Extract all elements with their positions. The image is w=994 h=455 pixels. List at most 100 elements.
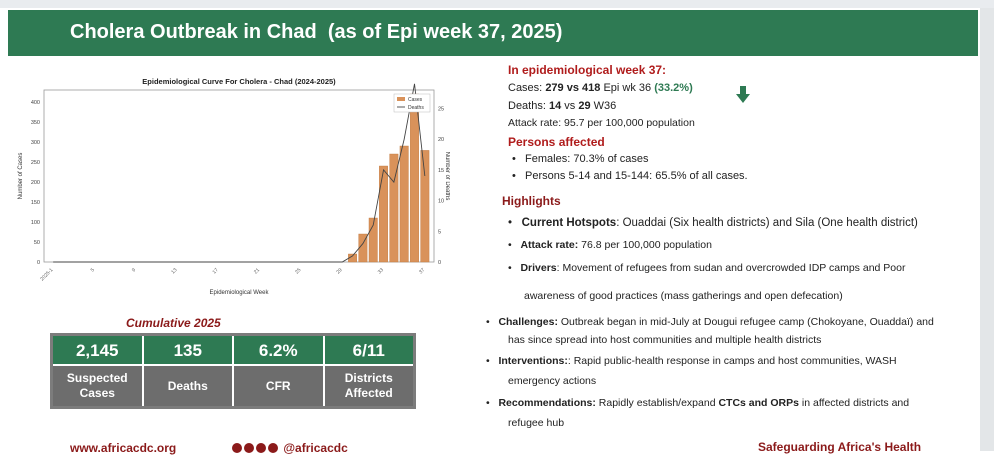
deaths-label: Deaths: [508,100,546,112]
legend-deaths-label: Deaths [408,105,424,111]
epi-curve-svg: Epidemiological Curve For Cholera - Chad… [18,77,450,296]
right-edge [980,8,994,451]
cumulative-value: 6.2% [234,336,323,366]
highlight-drivers: • Drivers: Movement of refugees from sud… [508,262,906,274]
epiweek-heading: In epidemiological week 37: [508,63,667,77]
x-tick-label: 13 [170,267,178,275]
cumulative-label: CFR [234,366,323,406]
drivers-text-2: awareness of good practices (mass gather… [524,290,843,302]
deaths-week: W36 [593,100,617,112]
drivers-text-1: : Movement of refugees from sudan and ov… [556,262,906,274]
challenges-label: Challenges: [498,316,558,328]
recommendations-text-a: Rapidly establish/expand [595,397,719,409]
highlights-heading: Highlights [502,194,561,208]
challenges-text-2: has since spread into host communities a… [508,334,822,346]
recommendations-bold: CTCs and ORPs [718,397,799,409]
attack-text: 76.8 per 100,000 population [578,239,712,251]
chart-title: Epidemiological Curve For Cholera - Chad… [142,77,336,86]
deaths-vs: vs [564,100,576,112]
x-icon[interactable] [232,443,242,453]
y-tick-label: 250 [31,160,40,166]
y2-tick-label: 25 [438,106,444,112]
y-tick-label: 150 [31,200,40,206]
footer-social: @africacdc [232,441,348,455]
cumulative-cfr: 6.2% CFR [234,336,325,406]
persons-item: • Persons 5-14 and 15-144: 65.5% of all … [512,170,748,182]
x-tick-label: 2025-1 [39,267,54,282]
y-tick-label: 100 [31,220,40,226]
persons-item-text: Persons 5-14 and 15-144: 65.5% of all ca… [525,170,748,182]
top-strip [0,0,994,8]
highlight-hotspots: • Current Hotspots: Ouaddai (Six health … [508,217,918,229]
y2-tick-label: 10 [438,199,444,205]
hotspots-text: : Ouaddai (Six health districts) and Sil… [616,217,918,229]
persons-item: • Females: 70.3% of cases [512,153,649,165]
legend-cases-swatch [397,97,405,101]
x-tick-label: 25 [294,267,302,275]
cases-line: Cases: 279 vs 418 Epi wk 36 (33.2%) [508,82,693,94]
cases-current: 279 [545,82,564,94]
epi-curve-chart: Epidemiological Curve For Cholera - Chad… [10,72,450,300]
cumulative-label: Deaths [143,366,232,406]
instagram-icon[interactable] [268,443,278,453]
persons-item-text: Females: 70.3% of cases [525,153,649,165]
case-bar [399,145,409,263]
x-tick-label: 5 [90,267,96,273]
y-axis-label: Number of Cases [18,153,24,200]
recommendations-label: Recommendations: [498,397,596,409]
y-tick-label: 0 [37,260,40,266]
highlight-attack-rate: • Attack rate: 76.8 per 100,000 populati… [508,239,712,251]
x-tick-label: 17 [212,267,220,275]
drivers-label: Drivers [520,262,557,274]
x-tick-label: 37 [418,267,426,275]
deaths-current: 14 [548,100,562,112]
x-tick-label: 9 [131,267,137,273]
case-bar [368,217,378,263]
interventions-label: Interventions: [498,355,568,367]
highlight-recommendations: • Recommendations: Rapidly establish/exp… [486,397,910,409]
attack-label: Attack rate: [520,239,579,251]
footer-url[interactable]: www.africacdc.org [70,441,177,455]
cumulative-deaths: 135 Deaths [143,336,234,406]
hotspots-label: Current Hotspots [521,217,617,229]
y2-tick-label: 15 [438,168,444,174]
attack-rate-week: Attack rate: 95.7 per 100,000 population [508,117,695,129]
x-tick-label: 21 [253,267,261,275]
persons-heading: Persons affected [508,135,605,149]
cases-vs: vs 418 [566,82,601,94]
y2-axis-label: Number of Deaths [444,152,450,201]
deaths-line [53,83,426,263]
case-bar [420,150,430,263]
youtube-icon[interactable] [256,443,266,453]
y-tick-label: 300 [31,140,40,146]
recommendations-text-b: in affected districts and [798,397,910,409]
cases-label: Cases: [508,82,543,94]
y2-tick-label: 0 [438,260,441,266]
social-handle: @africacdc [283,441,348,455]
highlight-interventions: • Interventions:: Rapid public-health re… [486,355,897,367]
legend-cases-label: Cases [408,97,423,103]
page-title: Cholera Outbreak in Chad (as of Epi week… [70,21,563,43]
x-tick-label: 29 [335,267,343,275]
case-bar [389,153,399,263]
interventions-text-1: : Rapid public-health response in camps … [567,355,897,367]
cumulative-title: Cumulative 2025 [126,316,221,330]
challenges-text-1: Outbreak began in mid-July at Dougui ref… [557,316,934,328]
title-banner: Cholera Outbreak in Chad (as of Epi week… [8,10,978,56]
cumulative-value: 6/11 [324,336,413,366]
cumulative-value: 135 [143,336,232,366]
cumulative-districts: 6/11 Districts Affected [324,336,413,406]
x-tick-label: 33 [377,267,385,275]
case-bar [410,93,419,263]
highlight-challenges: • Challenges: Outbreak began in mid-July… [486,316,934,328]
cumulative-cases: 2,145 Suspected Cases [53,336,144,406]
interventions-text-2: emergency actions [508,375,597,387]
y-tick-label: 400 [31,100,40,106]
deaths-prev: 29 [578,100,591,112]
y-tick-label: 350 [31,120,40,126]
facebook-icon[interactable] [244,443,254,453]
cumulative-label: Districts Affected [324,366,413,406]
cumulative-table: 2,145 Suspected Cases 135 Deaths 6.2% CF… [50,333,416,409]
down-arrow-icon [736,86,750,103]
case-bar [379,165,388,263]
